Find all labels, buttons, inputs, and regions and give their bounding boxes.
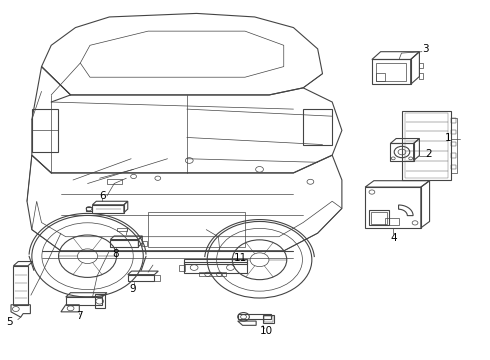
- Bar: [451, 118, 457, 173]
- Bar: [451, 153, 456, 158]
- Bar: [179, 265, 185, 271]
- Text: 6: 6: [99, 191, 105, 201]
- Bar: [365, 187, 421, 228]
- Bar: [419, 73, 423, 79]
- Text: 9: 9: [129, 284, 136, 294]
- Bar: [419, 63, 423, 68]
- Text: 10: 10: [260, 327, 273, 336]
- Bar: [93, 205, 124, 213]
- Text: 4: 4: [391, 233, 397, 243]
- Bar: [303, 109, 332, 145]
- Bar: [154, 275, 160, 281]
- Bar: [264, 316, 272, 322]
- Bar: [184, 262, 247, 273]
- Text: 8: 8: [112, 249, 119, 260]
- Bar: [371, 212, 388, 224]
- Bar: [107, 179, 122, 184]
- Bar: [263, 315, 273, 323]
- Bar: [128, 275, 154, 281]
- Text: 1: 1: [445, 133, 452, 143]
- Text: 3: 3: [422, 44, 429, 54]
- Bar: [199, 272, 225, 276]
- Bar: [376, 63, 406, 81]
- Bar: [95, 294, 104, 307]
- Bar: [451, 142, 456, 146]
- Bar: [369, 210, 390, 225]
- Bar: [148, 212, 245, 247]
- Bar: [391, 144, 414, 161]
- Bar: [386, 218, 399, 225]
- Bar: [13, 266, 28, 305]
- Bar: [110, 239, 138, 247]
- Text: 5: 5: [6, 317, 13, 327]
- Text: 2: 2: [425, 149, 431, 159]
- Bar: [405, 113, 448, 178]
- Bar: [32, 109, 58, 152]
- Bar: [451, 130, 456, 134]
- Bar: [117, 228, 127, 231]
- Text: 7: 7: [76, 311, 83, 321]
- Bar: [451, 165, 456, 169]
- Bar: [66, 297, 102, 305]
- Bar: [238, 314, 270, 319]
- Bar: [372, 59, 411, 84]
- Bar: [376, 73, 385, 81]
- Bar: [142, 240, 147, 246]
- Bar: [184, 259, 247, 264]
- Bar: [451, 118, 456, 123]
- Text: 11: 11: [234, 253, 247, 263]
